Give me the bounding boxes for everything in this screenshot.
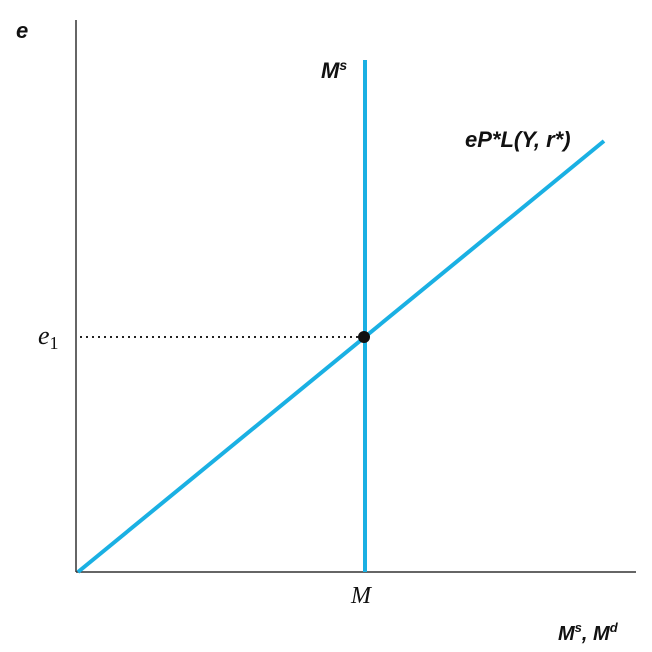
y-axis-label: e	[16, 18, 28, 43]
money-supply-label-sup: s	[339, 57, 347, 73]
money-supply-label-base: M	[321, 58, 340, 83]
x-axis-label-sep: ,	[581, 623, 593, 645]
money-supply-label: Ms	[321, 57, 347, 83]
x-axis-label-sup-1: s	[575, 620, 582, 635]
money-demand-line	[76, 139, 606, 574]
money-demand-label: eP*L(Y, r*)	[465, 127, 571, 152]
x-axis-label-base-2: M	[593, 623, 611, 645]
e1-label-sub: 1	[50, 333, 59, 353]
x-axis-label-base-1: M	[558, 623, 576, 645]
e1-label-base: e	[38, 321, 50, 350]
x-axis-label-sup-2: d	[610, 620, 619, 635]
x-axis-label: Ms, Md	[558, 620, 619, 645]
equilibrium-point	[358, 331, 370, 343]
m-tick-label: M	[350, 583, 373, 609]
e1-label: e1	[38, 321, 59, 353]
